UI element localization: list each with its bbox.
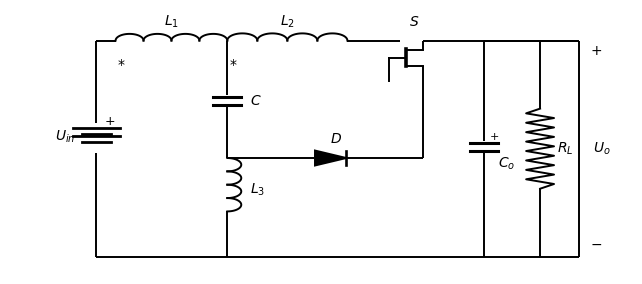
Text: $U_o$: $U_o$ bbox=[593, 141, 611, 157]
Text: $L_3$: $L_3$ bbox=[250, 182, 265, 198]
Text: $R_L$: $R_L$ bbox=[557, 141, 573, 157]
Text: +: + bbox=[590, 44, 602, 58]
Text: $C$: $C$ bbox=[250, 94, 261, 108]
Text: +: + bbox=[105, 116, 116, 128]
Text: $L_2$: $L_2$ bbox=[280, 14, 295, 30]
Text: *: * bbox=[229, 58, 236, 72]
Polygon shape bbox=[315, 151, 346, 166]
Text: $S$: $S$ bbox=[409, 15, 420, 29]
Text: $U_{in}$: $U_{in}$ bbox=[55, 128, 76, 145]
Text: *: * bbox=[117, 58, 125, 72]
Text: +: + bbox=[490, 132, 499, 142]
Text: $-$: $-$ bbox=[590, 237, 602, 250]
Text: $C_o$: $C_o$ bbox=[498, 155, 516, 172]
Text: $L_1$: $L_1$ bbox=[164, 14, 179, 30]
Text: $D$: $D$ bbox=[330, 132, 342, 146]
